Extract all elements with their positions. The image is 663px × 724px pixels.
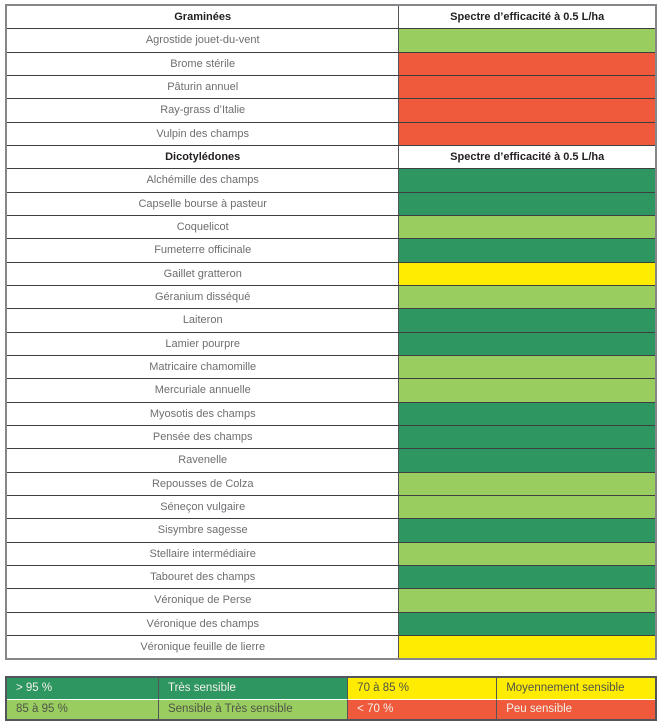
weed-name-cell: Véronique des champs: [7, 612, 400, 635]
category-header-cell: Graminées: [7, 6, 400, 29]
weed-name-cell: Coquelicot: [7, 215, 400, 239]
efficacy-color-cell: [399, 75, 655, 99]
efficacy-color-cell: [399, 52, 655, 75]
efficacy-color-cell: [399, 29, 655, 52]
efficacy-color-cell: [399, 519, 655, 542]
efficacy-color-cell: [399, 635, 655, 659]
table-row: Lamier pourpre: [7, 331, 655, 355]
weed-name-cell: Stellaire intermédiaire: [7, 542, 400, 565]
table-header-row: Graminées Spectre d’efficacité à 0.5 L/ha: [7, 6, 655, 29]
table-row: Myosotis des champs: [7, 401, 655, 425]
weed-name-cell: Capselle bourse à pasteur: [7, 192, 400, 215]
weed-name-cell: Véronique de Perse: [7, 589, 400, 612]
efficacy-table: Graminées Spectre d’efficacité à 0.5 L/ha…: [5, 4, 657, 660]
efficacy-color-cell: [399, 239, 655, 262]
legend-cell: Peu sensible: [496, 698, 655, 719]
table-row: Agrostide jouet-du-vent: [7, 28, 655, 52]
efficacy-color-cell: [399, 332, 655, 355]
efficacy-color-cell: [399, 262, 655, 285]
efficacy-color-cell: [399, 565, 655, 589]
table-row: Laiteron: [7, 308, 655, 332]
table-row: Ray-grass d’Italie: [7, 98, 655, 122]
efficacy-color-cell: [399, 589, 655, 612]
table-row: Brome stérile: [7, 51, 655, 75]
table-row: Gaillet gratteron: [7, 261, 655, 285]
efficacy-color-cell: [399, 402, 655, 425]
legend-cell: 70 à 85 %: [347, 678, 497, 699]
table-row: Ravenelle: [7, 448, 655, 472]
weed-name-cell: Vulpin des champs: [7, 122, 400, 145]
weed-name-cell: Repousses de Colza: [7, 472, 400, 495]
legend-cell: Moyennement sensible: [496, 678, 655, 699]
table-row: Véronique des champs: [7, 611, 655, 635]
category-header-cell: Dicotylédones: [7, 145, 400, 169]
table-row: Mercuriale annuelle: [7, 378, 655, 402]
weed-name-cell: Brome stérile: [7, 52, 400, 75]
legend-table: > 95 % Très sensible 70 à 85 % Moyennement …: [5, 676, 657, 721]
weed-name-cell: Sisymbre sagesse: [7, 519, 400, 542]
efficacy-color-cell: [399, 379, 655, 402]
weed-name-cell: Pâturin annuel: [7, 75, 400, 99]
efficacy-color-cell: [399, 425, 655, 449]
weed-name-cell: Ravenelle: [7, 449, 400, 472]
efficacy-color-cell: [399, 472, 655, 495]
weed-name-cell: Gaillet gratteron: [7, 262, 400, 285]
table-header-row: Dicotylédones Spectre d’efficacité à 0.5 …: [7, 144, 655, 169]
efficacy-color-cell: [399, 542, 655, 565]
weed-name-cell: Séneçon vulgaire: [7, 495, 400, 519]
table-row: Géranium disséqué: [7, 284, 655, 309]
weed-name-cell: Mercuriale annuelle: [7, 379, 400, 402]
table-row: Vulpin des champs: [7, 121, 655, 145]
weed-name-cell: Tabouret des champs: [7, 565, 400, 589]
weed-name-cell: Fumeterre officinale: [7, 239, 400, 262]
weed-name-cell: Alchémille des champs: [7, 169, 400, 192]
weed-name-cell: Myosotis des champs: [7, 402, 400, 425]
efficacy-color-cell: [399, 285, 655, 309]
weed-name-cell: Pensée des champs: [7, 425, 400, 449]
weed-name-cell: Matricaire chamomille: [7, 355, 400, 379]
weed-name-cell: Véronique feuille de lierre: [7, 635, 400, 659]
efficacy-color-cell: [399, 495, 655, 519]
legend-cell: Très sensible: [157, 678, 348, 699]
weed-name-cell: Ray-grass d’Italie: [7, 99, 400, 122]
table-row: Matricaire chamomille: [7, 354, 655, 379]
table-row: Sisymbre sagesse: [7, 518, 655, 542]
table-row: Capselle bourse à pasteur: [7, 191, 655, 215]
table-row: Véronique de Perse: [7, 588, 655, 612]
weed-name-cell: Laiteron: [7, 309, 400, 332]
spectrum-header-cell: Spectre d’efficacité à 0.5 L/ha: [399, 6, 655, 29]
efficacy-color-cell: [399, 355, 655, 379]
legend-cell: > 95 %: [7, 678, 158, 699]
table-row: Séneçon vulgaire: [7, 494, 655, 519]
table-row: Alchémille des champs: [7, 168, 655, 192]
efficacy-color-cell: [399, 99, 655, 122]
table-row: Stellaire intermédiaire: [7, 541, 655, 565]
table-row: Pâturin annuel: [7, 74, 655, 99]
legend-cell: 85 à 95 %: [7, 698, 158, 719]
table-row: Repousses de Colza: [7, 471, 655, 495]
legend-cell: Sensible à Très sensible: [157, 698, 348, 719]
legend-cell: < 70 %: [347, 698, 497, 719]
table-row: Tabouret des champs: [7, 564, 655, 589]
table-row: Coquelicot: [7, 214, 655, 239]
table-row: Pensée des champs: [7, 424, 655, 449]
weed-name-cell: Agrostide jouet-du-vent: [7, 29, 400, 52]
efficacy-color-cell: [399, 309, 655, 332]
table-row: Véronique feuille de lierre: [7, 634, 655, 659]
efficacy-color-cell: [399, 215, 655, 239]
efficacy-color-cell: [399, 612, 655, 635]
efficacy-color-cell: [399, 192, 655, 215]
table-row: Fumeterre officinale: [7, 238, 655, 262]
weed-name-cell: Géranium disséqué: [7, 285, 400, 309]
efficacy-color-cell: [399, 122, 655, 145]
spectrum-header-cell: Spectre d’efficacité à 0.5 L/ha: [399, 145, 655, 169]
weed-name-cell: Lamier pourpre: [7, 332, 400, 355]
efficacy-color-cell: [399, 449, 655, 472]
efficacy-color-cell: [399, 169, 655, 192]
